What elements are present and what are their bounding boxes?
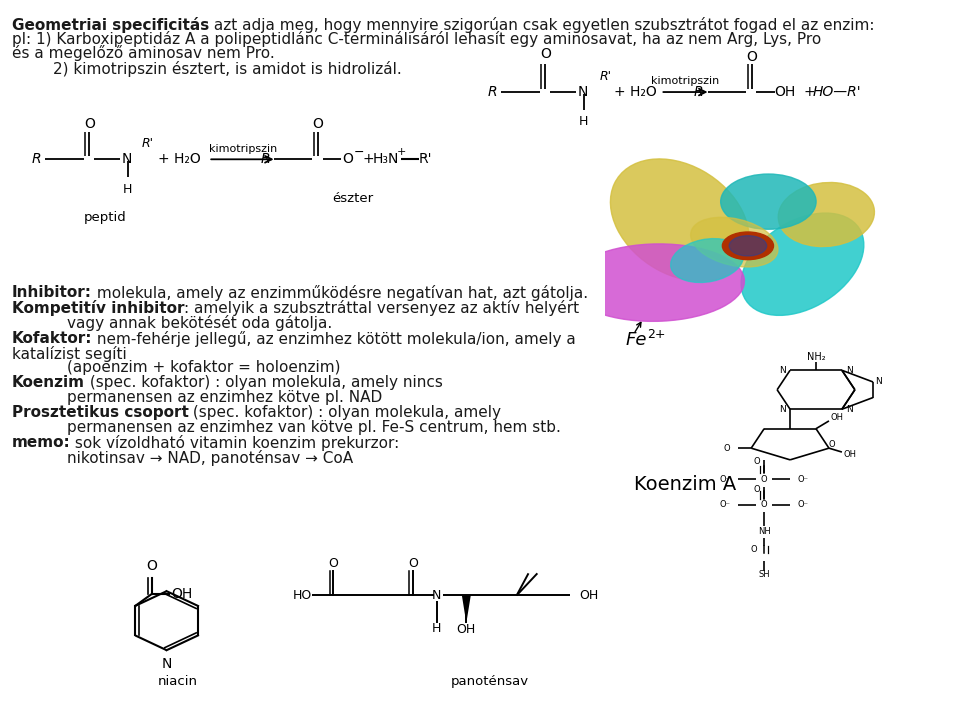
Text: panoténsav: panoténsav <box>450 675 529 687</box>
Text: peptid: peptid <box>84 211 127 224</box>
Text: O⁻: O⁻ <box>719 500 731 509</box>
Text: O: O <box>761 475 767 484</box>
Text: katalízist segíti: katalízist segíti <box>12 346 127 362</box>
Text: azt adja meg, hogy mennyire szigorúan csak egyetlen szubsztrátot fogad el az enz: azt adja meg, hogy mennyire szigorúan cs… <box>208 17 875 33</box>
Text: N: N <box>779 405 785 413</box>
Text: O⁻: O⁻ <box>719 475 731 484</box>
Text: N: N <box>875 377 881 387</box>
Text: memo:: memo: <box>12 435 70 450</box>
Text: O: O <box>146 559 157 573</box>
Text: R: R <box>32 152 41 166</box>
Text: Kofaktor:: Kofaktor: <box>12 331 92 346</box>
Ellipse shape <box>567 244 744 321</box>
Text: HO—R': HO—R' <box>813 85 862 99</box>
Text: +: + <box>396 147 406 157</box>
Text: O: O <box>753 484 759 493</box>
Text: észter: észter <box>333 192 373 205</box>
Text: O: O <box>828 440 835 449</box>
Text: + H₂O: + H₂O <box>158 152 202 166</box>
Text: R': R' <box>419 152 432 166</box>
Text: O: O <box>312 117 324 131</box>
Text: Koenzim A: Koenzim A <box>634 476 736 494</box>
Text: O: O <box>753 457 759 467</box>
Text: R': R' <box>142 137 154 150</box>
Text: : amelyik a szubsztráttal versenyez az aktív helyért: : amelyik a szubsztráttal versenyez az a… <box>184 300 579 316</box>
Text: O⁻: O⁻ <box>798 475 809 484</box>
Ellipse shape <box>671 239 743 282</box>
Text: H: H <box>579 115 588 128</box>
Text: O: O <box>84 117 95 131</box>
Text: (apoenzim + kofaktor = holoenzim): (apoenzim + kofaktor = holoenzim) <box>67 360 341 375</box>
Text: Kompetitív inhibitor: Kompetitív inhibitor <box>12 300 184 316</box>
Text: N: N <box>847 405 853 413</box>
Text: kimotripszin: kimotripszin <box>651 76 720 86</box>
Text: O: O <box>761 500 767 509</box>
Text: Geometriai specificitás: Geometriai specificitás <box>12 17 208 33</box>
Ellipse shape <box>690 217 778 267</box>
Text: OH: OH <box>830 413 843 421</box>
Text: H₃N: H₃N <box>372 152 398 166</box>
Ellipse shape <box>741 213 864 315</box>
Text: N: N <box>432 589 442 602</box>
Text: N: N <box>847 366 853 375</box>
Text: Fe: Fe <box>626 331 647 349</box>
Text: 2) kimotripszin észtert, is amidot is hidrolizál.: 2) kimotripszin észtert, is amidot is hi… <box>53 61 401 77</box>
Text: OH: OH <box>457 624 476 636</box>
Text: +: + <box>804 85 815 99</box>
Text: OH: OH <box>579 589 598 602</box>
Text: N: N <box>578 85 588 99</box>
Text: +: + <box>363 152 374 166</box>
Text: R: R <box>694 85 704 99</box>
Text: Inhibitor:: Inhibitor: <box>12 285 91 299</box>
Text: H: H <box>123 183 132 195</box>
Text: R: R <box>488 85 497 99</box>
Text: O⁻: O⁻ <box>798 500 809 509</box>
Text: R: R <box>260 152 270 166</box>
Text: nikotinsav → NAD, panoténsav → CoA: nikotinsav → NAD, panoténsav → CoA <box>67 450 353 467</box>
Polygon shape <box>462 595 470 623</box>
Text: O: O <box>328 557 338 570</box>
Circle shape <box>730 236 767 256</box>
Text: és a megelőző aminosav nem Pro.: és a megelőző aminosav nem Pro. <box>12 45 275 62</box>
Text: (spec. kofaktor) : olyan molekula, amely: (spec. kofaktor) : olyan molekula, amely <box>188 405 501 420</box>
Text: OH: OH <box>843 450 856 459</box>
Text: OH: OH <box>172 587 193 601</box>
Text: Koenzim: Koenzim <box>12 375 84 390</box>
Circle shape <box>722 232 774 260</box>
Text: kimotripszin: kimotripszin <box>208 144 277 154</box>
Text: O: O <box>343 152 353 166</box>
Text: niacin: niacin <box>157 675 198 687</box>
Text: O: O <box>540 47 551 61</box>
Text: + H₂O: + H₂O <box>614 85 658 99</box>
Text: O: O <box>724 444 731 452</box>
Text: OH: OH <box>775 85 796 99</box>
Text: SH: SH <box>758 570 770 579</box>
Text: permanensen az enzimhez kötve pl. NAD: permanensen az enzimhez kötve pl. NAD <box>67 390 382 405</box>
Text: N: N <box>779 366 785 375</box>
Text: vagy annak bekötését oda gátolja.: vagy annak bekötését oda gátolja. <box>67 315 332 331</box>
Text: 2+: 2+ <box>647 328 665 341</box>
Ellipse shape <box>611 159 749 281</box>
Text: NH: NH <box>757 527 771 537</box>
Text: O: O <box>746 50 757 64</box>
Text: N: N <box>161 657 172 670</box>
Text: pl: 1) Karboxipeptidáz A a polipeptidlánc C-terminálisáról lehasít egy aminosava: pl: 1) Karboxipeptidáz A a polipeptidlán… <box>12 31 821 47</box>
Text: R': R' <box>600 70 612 83</box>
Ellipse shape <box>779 183 875 246</box>
Text: Prosztetikus csoport: Prosztetikus csoport <box>12 405 188 420</box>
Text: (spec. kofaktor) : olyan molekula, amely nincs: (spec. kofaktor) : olyan molekula, amely… <box>84 375 443 390</box>
Ellipse shape <box>721 174 816 229</box>
Text: O: O <box>751 545 757 554</box>
Text: nem-fehérje jellegű, az enzimhez kötött molekula/ion, amely a: nem-fehérje jellegű, az enzimhez kötött … <box>92 331 576 347</box>
Text: H: H <box>432 622 442 635</box>
Text: HO: HO <box>293 589 312 602</box>
Text: −: − <box>353 146 364 159</box>
Text: NH₂: NH₂ <box>806 352 826 362</box>
Text: N: N <box>122 152 132 166</box>
Text: sok vízoldható vitamin koenzim prekurzor:: sok vízoldható vitamin koenzim prekurzor… <box>70 435 399 451</box>
Text: molekula, amely az enzimműködésre negatívan hat, azt gátolja.: molekula, amely az enzimműködésre negatí… <box>91 285 588 301</box>
Text: permanensen az enzimhez van kötve pl. Fe-S centrum, hem stb.: permanensen az enzimhez van kötve pl. Fe… <box>67 420 561 435</box>
Text: O: O <box>408 557 418 570</box>
